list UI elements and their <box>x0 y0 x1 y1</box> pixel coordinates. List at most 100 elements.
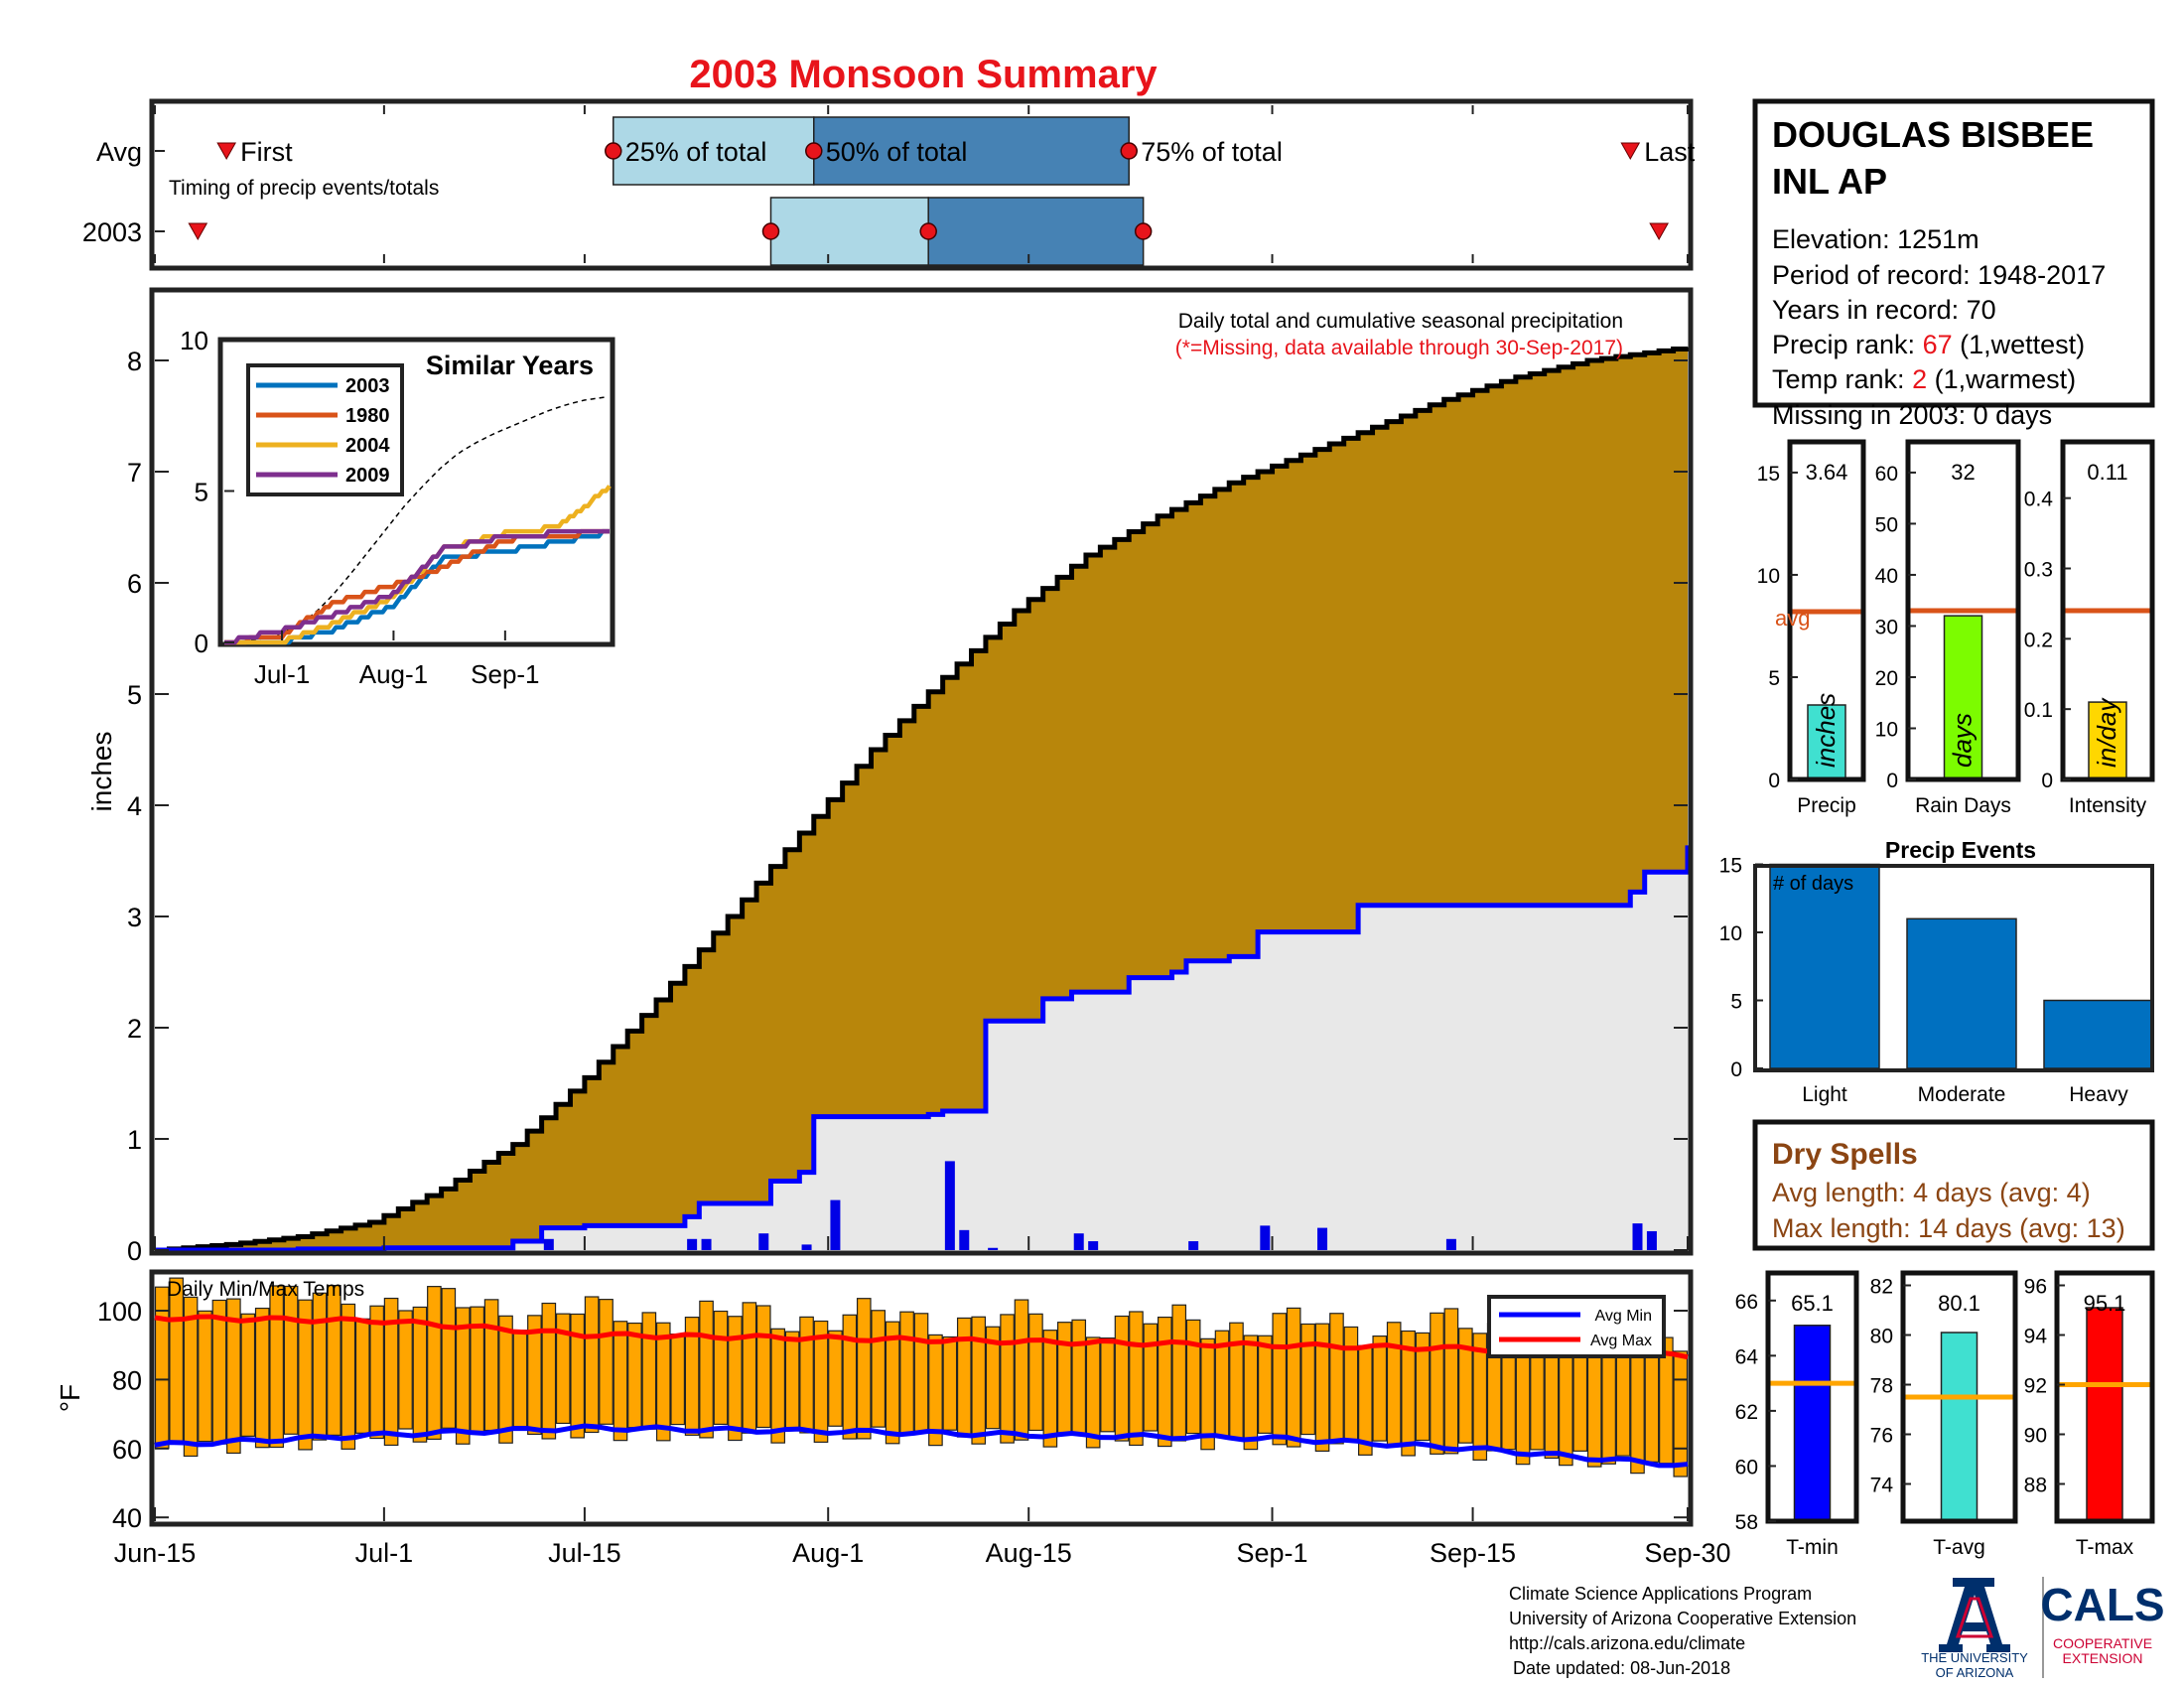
label-q25: 25% of total <box>625 137 767 167</box>
station-precip-rank: Precip rank: 67 (1,wettest) <box>1772 330 2085 359</box>
intensity-panel-frame <box>2060 439 2155 782</box>
daily-temp-bar <box>1100 1336 1115 1433</box>
daily-temp-bar <box>1114 1315 1130 1442</box>
daily-temp-bar <box>1229 1322 1244 1440</box>
daily-temp-bar <box>211 1299 227 1445</box>
inset-title: Similar Years <box>426 351 594 380</box>
daily-temp-bar <box>369 1305 384 1440</box>
daily-temp-bar <box>641 1312 657 1430</box>
station-elevation: Elevation: 1251m <box>1772 224 1979 254</box>
temp-legend-avg-min: Avg Min <box>1594 1308 1652 1325</box>
daily-temp-bar <box>541 1302 557 1440</box>
events-ytick-label: 15 <box>1719 855 1742 878</box>
tavg-panel-ytick-label: 80 <box>1870 1326 1893 1348</box>
precip-panel-ytick-label: 5 <box>1768 667 1780 690</box>
average-cumulative-line <box>155 346 1691 1253</box>
daily-temp-bar <box>354 1318 370 1434</box>
raindays-panel-ytick-label: 10 <box>1875 718 1898 741</box>
daily-temp-bar <box>584 1296 600 1434</box>
daily-temp-bar <box>1042 1330 1058 1448</box>
daily-precip-bar <box>701 1238 712 1250</box>
tavg-panel: 80.1 74 76 78 80 82 T-avg <box>1870 1270 2018 1559</box>
raindays-panel-value: 32 <box>1951 460 1975 485</box>
daily-temp-bar <box>942 1336 958 1431</box>
label-last: Last <box>1644 137 1696 167</box>
precip-panel-ytick-label: 15 <box>1757 463 1780 486</box>
daily-temp-bar <box>1243 1335 1259 1451</box>
station-years: Years in record: 70 <box>1772 295 1996 325</box>
inset-xtick-label: Jul-1 <box>254 659 310 689</box>
daily-temp-bar <box>1343 1326 1359 1441</box>
precip-panel-frame <box>1787 439 1866 782</box>
daily-temp-bar <box>1430 1312 1444 1455</box>
tmin-panel-ytick-label: 64 <box>1735 1345 1759 1368</box>
daily-precip-bar <box>1073 1233 1084 1250</box>
events-title: Precip Events <box>1885 837 2036 863</box>
daily-temp-bar <box>871 1310 887 1428</box>
date-tick-label: Jul-15 <box>548 1538 621 1568</box>
tmax-panel-ytick-label: 96 <box>2024 1276 2047 1299</box>
daily-precip-bar <box>543 1238 554 1250</box>
daily-temp-bar <box>1056 1322 1072 1436</box>
year-q25-q50-box <box>769 197 929 266</box>
intensity-panel-unit: in/day <box>2092 697 2121 768</box>
daily-precip-bar <box>801 1244 812 1250</box>
main-ytick-label: 6 <box>127 569 142 599</box>
daily-temp-bar <box>1200 1337 1215 1451</box>
label-first: First <box>240 137 293 167</box>
daily-temp-bar <box>1028 1313 1043 1432</box>
temp-y-axis: 40 60 80 100 <box>97 1297 1688 1533</box>
tmin-panel: 65.1 58 60 62 64 66 T-min <box>1735 1270 1859 1559</box>
main-ytick-label: 3 <box>127 903 142 932</box>
date-tick-label: Sep-1 <box>1237 1538 1308 1568</box>
year-q50-q75-box <box>927 197 1145 266</box>
figure-title: 2003 Monsoon Summary <box>689 53 1158 96</box>
daily-temp-bar <box>713 1310 729 1425</box>
logo-cals: CALS <box>2040 1579 2164 1630</box>
station-period: Period of record: 1948-2017 <box>1772 260 2106 290</box>
intensity-panel-ytick-label: 0.4 <box>2024 489 2054 511</box>
daily-temp-bar <box>527 1315 542 1436</box>
daily-temp-bar <box>269 1285 284 1449</box>
tmax-panel: 95.1 88 90 92 94 96 T-max <box>2024 1270 2155 1559</box>
timing-row-year: 2003 <box>82 217 142 247</box>
tmax-panel-bar <box>2086 1307 2123 1522</box>
avg-q75-marker <box>1120 142 1138 160</box>
daily-temp-bar <box>1443 1308 1459 1455</box>
daily-temp-bar <box>312 1292 328 1441</box>
daily-temp-bar <box>298 1299 313 1451</box>
daily-temp-bar <box>169 1277 184 1443</box>
daily-temp-bar <box>670 1334 686 1426</box>
daily-temp-bar <box>742 1302 757 1434</box>
daily-temp-bar <box>512 1330 528 1428</box>
main-ytick-label: 0 <box>127 1236 142 1266</box>
daily-temp-bar <box>755 1305 771 1429</box>
station-name-line2: INL AP <box>1772 161 1887 202</box>
daily-temp-bar <box>899 1311 914 1435</box>
intensity-panel-ytick-label: 0.3 <box>2024 559 2053 582</box>
inset-average-line <box>223 396 607 643</box>
tmin-panel-bar <box>1793 1325 1832 1522</box>
daily-temp-bar <box>699 1300 714 1439</box>
raindays-panel: 32 0 10 20 30 40 50 60 Rain Days days <box>1875 439 2021 817</box>
avg-q50-q75-box <box>813 116 1130 186</box>
daily-temp-bar <box>226 1298 241 1455</box>
block-a-inner <box>1955 1597 1994 1638</box>
label-q50: 50% of total <box>826 137 968 167</box>
tmax-panel-ytick-label: 94 <box>2024 1326 2048 1348</box>
daily-temp-bar <box>1157 1316 1172 1448</box>
date-tick-label: Jun-15 <box>114 1538 197 1568</box>
daily-temp-bar <box>412 1306 428 1443</box>
daily-precip-bar <box>1646 1230 1657 1250</box>
temp-ytick-label: 40 <box>112 1503 142 1533</box>
daily-temp-bar <box>1314 1323 1330 1453</box>
daily-temp-bar <box>1372 1335 1388 1442</box>
daily-precip-bar <box>758 1233 769 1250</box>
footer-line-1: Climate Science Applications Program <box>1509 1584 1812 1604</box>
tmin-panel-value: 65.1 <box>1791 1291 1834 1316</box>
daily-temp-bar <box>1258 1335 1273 1434</box>
temp-frame <box>149 1269 1694 1527</box>
avg-q50-marker <box>805 142 823 160</box>
dry-spells-frame <box>1752 1119 2155 1251</box>
date-x-axis: Jun-15 Jul-1 Jul-15 Aug-1 Aug-15 Sep-1 Sep-15 S… <box>114 1236 1731 1568</box>
